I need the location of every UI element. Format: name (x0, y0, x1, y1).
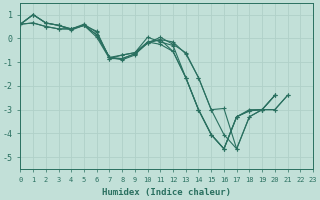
X-axis label: Humidex (Indice chaleur): Humidex (Indice chaleur) (102, 188, 231, 197)
